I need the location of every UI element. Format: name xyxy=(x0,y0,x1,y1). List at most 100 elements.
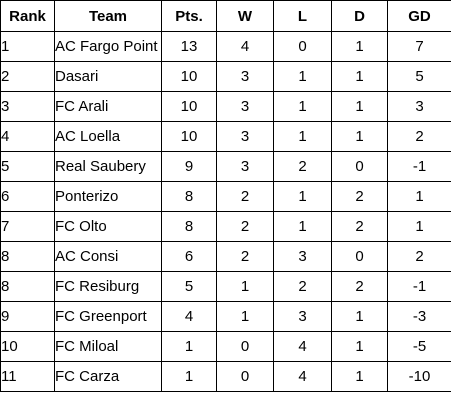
cell-goal-difference: -1 xyxy=(387,151,451,182)
table-row: 2 Dasari 10 3 1 1 5 xyxy=(0,61,451,92)
cell-draws: 1 xyxy=(331,331,388,362)
cell-team: FC Olto xyxy=(54,211,162,242)
table-row: 5 Real Saubery 9 3 2 0 -1 xyxy=(0,151,451,182)
cell-goal-difference: 2 xyxy=(387,121,451,152)
cell-team: FC Greenport xyxy=(54,301,162,332)
header-goal-difference: GD xyxy=(387,0,451,32)
table-row: 3 FC Arali 10 3 1 1 3 xyxy=(0,91,451,122)
header-rank: Rank xyxy=(0,0,55,32)
header-row: Rank Team Pts. W L D GD xyxy=(0,0,451,32)
cell-rank: 8 xyxy=(0,271,55,302)
table-row: 10 FC Miloal 1 0 4 1 -5 xyxy=(0,331,451,362)
cell-team: FC Arali xyxy=(54,91,162,122)
cell-losses: 1 xyxy=(273,181,332,212)
cell-team: Real Saubery xyxy=(54,151,162,182)
cell-wins: 2 xyxy=(216,181,274,212)
cell-wins: 0 xyxy=(216,331,274,362)
cell-points: 4 xyxy=(161,301,217,332)
cell-goal-difference: 7 xyxy=(387,31,451,62)
cell-team: AC Loella xyxy=(54,121,162,152)
cell-losses: 0 xyxy=(273,31,332,62)
cell-wins: 2 xyxy=(216,241,274,272)
table-row: 11 FC Carza 1 0 4 1 -10 xyxy=(0,361,451,392)
cell-team: Ponterizo xyxy=(54,181,162,212)
cell-wins: 3 xyxy=(216,121,274,152)
cell-rank: 2 xyxy=(0,61,55,92)
table-row: 1 AC Fargo Point 13 4 0 1 7 xyxy=(0,31,451,62)
cell-points: 10 xyxy=(161,61,217,92)
cell-goal-difference: 1 xyxy=(387,211,451,242)
cell-wins: 2 xyxy=(216,211,274,242)
cell-rank: 4 xyxy=(0,121,55,152)
cell-losses: 2 xyxy=(273,151,332,182)
cell-wins: 3 xyxy=(216,91,274,122)
cell-wins: 4 xyxy=(216,31,274,62)
cell-rank: 3 xyxy=(0,91,55,122)
header-draws: D xyxy=(331,0,388,32)
cell-wins: 1 xyxy=(216,271,274,302)
cell-draws: 1 xyxy=(331,361,388,392)
cell-rank: 11 xyxy=(0,361,55,392)
cell-draws: 1 xyxy=(331,301,388,332)
cell-draws: 1 xyxy=(331,91,388,122)
cell-rank: 5 xyxy=(0,151,55,182)
cell-draws: 1 xyxy=(331,31,388,62)
table-row: 7 FC Olto 8 2 1 2 1 xyxy=(0,211,451,242)
table-row: 8 AC Consi 6 2 3 0 2 xyxy=(0,241,451,272)
cell-rank: 1 xyxy=(0,31,55,62)
cell-draws: 2 xyxy=(331,181,388,212)
cell-draws: 1 xyxy=(331,61,388,92)
cell-points: 9 xyxy=(161,151,217,182)
cell-losses: 1 xyxy=(273,91,332,122)
table-row: 9 FC Greenport 4 1 3 1 -3 xyxy=(0,301,451,332)
cell-losses: 1 xyxy=(273,61,332,92)
header-losses: L xyxy=(273,0,332,32)
cell-team: FC Miloal xyxy=(54,331,162,362)
cell-goal-difference: 5 xyxy=(387,61,451,92)
cell-goal-difference: 3 xyxy=(387,91,451,122)
cell-draws: 2 xyxy=(331,271,388,302)
cell-draws: 0 xyxy=(331,241,388,272)
cell-goal-difference: -1 xyxy=(387,271,451,302)
header-points: Pts. xyxy=(161,0,217,32)
cell-wins: 3 xyxy=(216,151,274,182)
cell-points: 6 xyxy=(161,241,217,272)
cell-team: AC Consi xyxy=(54,241,162,272)
cell-rank: 6 xyxy=(0,181,55,212)
cell-losses: 4 xyxy=(273,331,332,362)
standings-table: Rank Team Pts. W L D GD 1 AC Fargo Point 1… xyxy=(0,0,451,392)
cell-team: AC Fargo Point xyxy=(54,31,162,62)
cell-points: 8 xyxy=(161,181,217,212)
standings-body: 1 AC Fargo Point 13 4 0 1 7 2 Dasari 10 3 1 1 5 3 FC Ar… xyxy=(0,31,451,392)
cell-losses: 1 xyxy=(273,121,332,152)
cell-goal-difference: -10 xyxy=(387,361,451,392)
cell-points: 10 xyxy=(161,121,217,152)
cell-wins: 1 xyxy=(216,301,274,332)
cell-goal-difference: 1 xyxy=(387,181,451,212)
cell-points: 13 xyxy=(161,31,217,62)
cell-losses: 3 xyxy=(273,241,332,272)
cell-points: 8 xyxy=(161,211,217,242)
cell-team: FC Carza xyxy=(54,361,162,392)
cell-goal-difference: 2 xyxy=(387,241,451,272)
cell-points: 10 xyxy=(161,91,217,122)
header-team: Team xyxy=(54,0,162,32)
cell-points: 1 xyxy=(161,331,217,362)
table-row: 8 FC Resiburg 5 1 2 2 -1 xyxy=(0,271,451,302)
cell-wins: 3 xyxy=(216,61,274,92)
cell-team: Dasari xyxy=(54,61,162,92)
table-row: 6 Ponterizo 8 2 1 2 1 xyxy=(0,181,451,212)
cell-wins: 0 xyxy=(216,361,274,392)
cell-losses: 4 xyxy=(273,361,332,392)
cell-goal-difference: -5 xyxy=(387,331,451,362)
cell-rank: 7 xyxy=(0,211,55,242)
cell-rank: 10 xyxy=(0,331,55,362)
table-row: 4 AC Loella 10 3 1 1 2 xyxy=(0,121,451,152)
cell-draws: 0 xyxy=(331,151,388,182)
header-wins: W xyxy=(216,0,274,32)
cell-losses: 2 xyxy=(273,271,332,302)
cell-points: 1 xyxy=(161,361,217,392)
cell-losses: 1 xyxy=(273,211,332,242)
cell-rank: 9 xyxy=(0,301,55,332)
cell-draws: 1 xyxy=(331,121,388,152)
